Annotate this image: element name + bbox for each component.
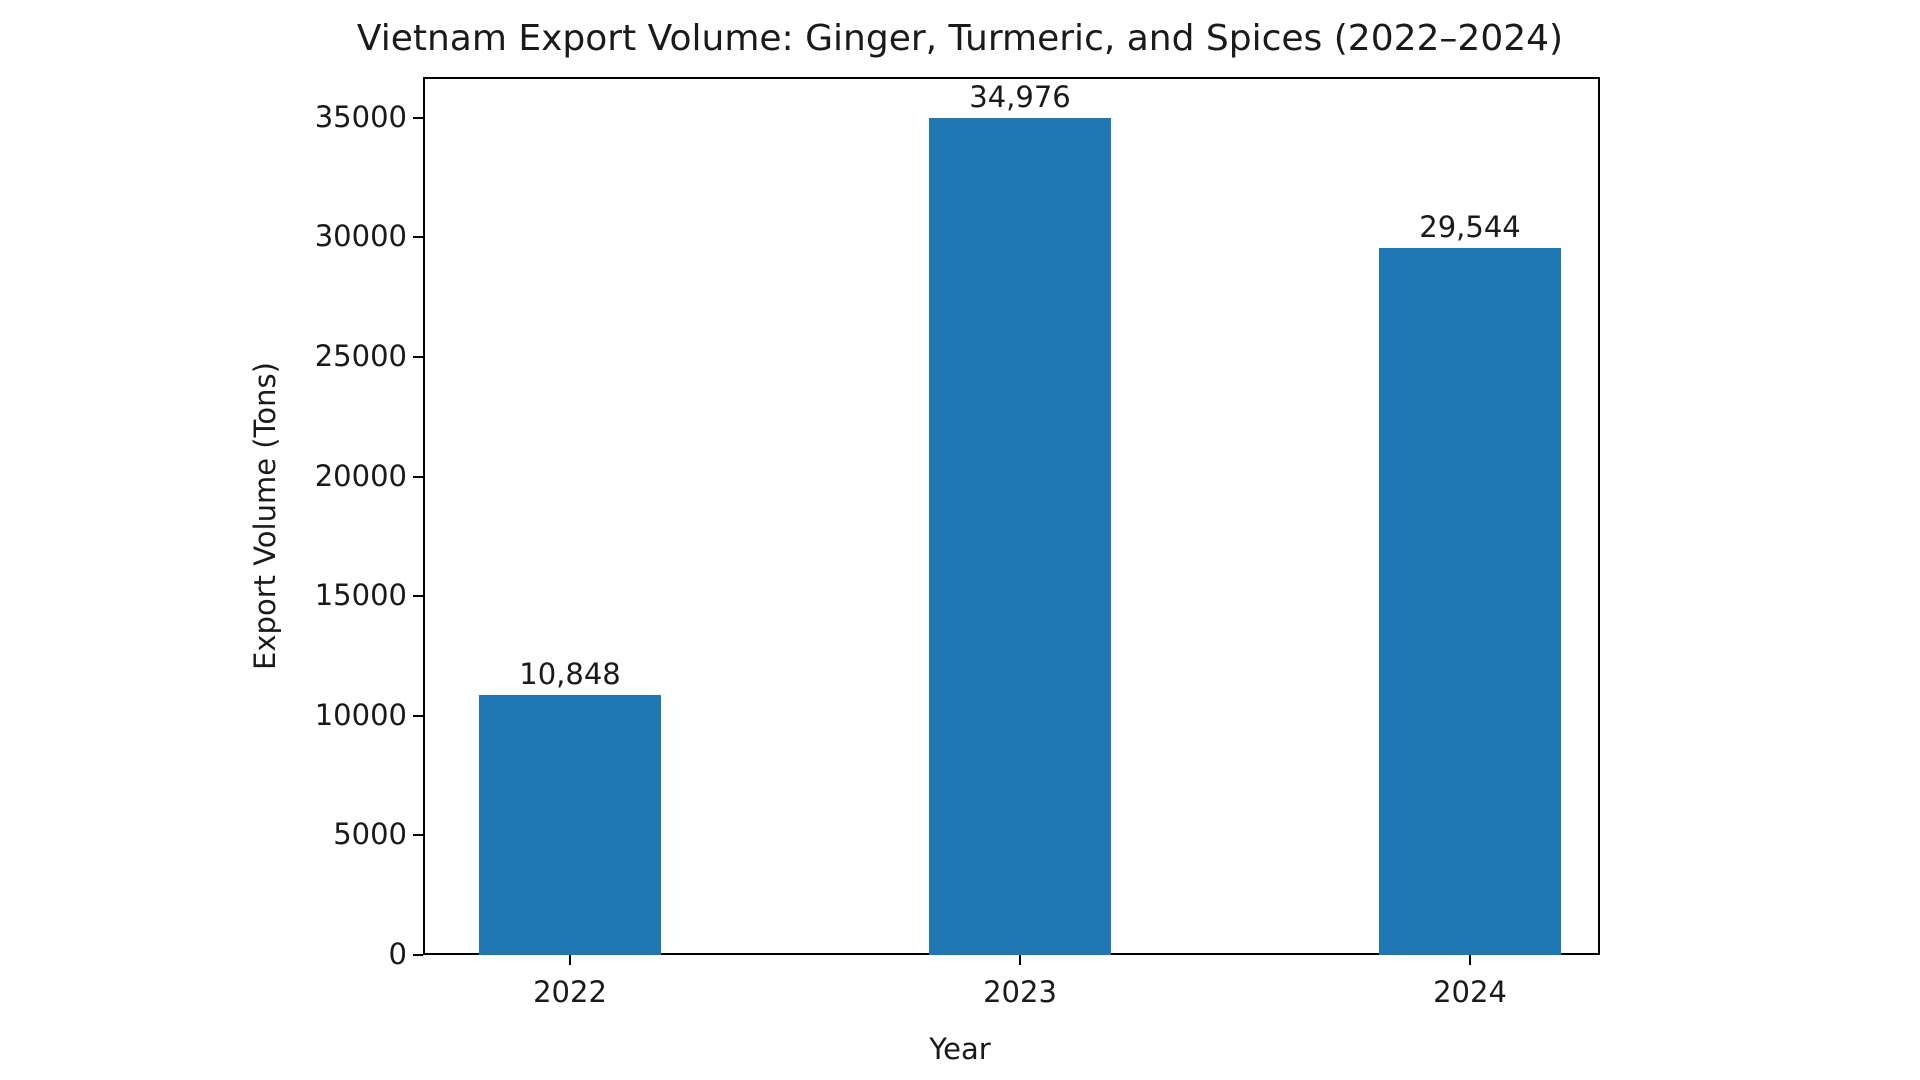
y-tick — [413, 595, 423, 598]
x-tick — [1469, 955, 1471, 965]
x-tick-label: 2023 — [983, 975, 1057, 1009]
x-tick-label: 2024 — [1433, 975, 1507, 1009]
y-tick — [413, 236, 423, 239]
y-tick — [413, 475, 423, 478]
bar-value-label: 10,848 — [519, 657, 621, 692]
y-tick — [413, 954, 423, 956]
x-tick — [569, 955, 571, 965]
y-tick-label: 10000 — [314, 697, 407, 732]
x-tick — [1019, 955, 1021, 965]
x-tick-label: 2022 — [533, 975, 607, 1009]
bar-2024 — [1379, 248, 1561, 955]
y-tick-label: 30000 — [314, 219, 407, 254]
y-tick — [413, 834, 423, 837]
y-axis-label: Export Volume (Tons) — [247, 362, 282, 670]
bar-value-label: 34,976 — [969, 80, 1071, 115]
y-tick-label: 35000 — [314, 99, 407, 134]
y-tick-label: 20000 — [314, 458, 407, 493]
y-tick — [413, 714, 423, 717]
plot-area — [423, 77, 1600, 955]
chart-title: Vietnam Export Volume: Ginger, Turmeric,… — [356, 18, 1564, 59]
y-tick — [413, 116, 423, 119]
bar-2023 — [929, 118, 1111, 955]
y-tick-label: 5000 — [333, 817, 407, 852]
bar-2022 — [479, 695, 661, 955]
y-tick-label: 25000 — [314, 338, 407, 373]
y-tick-label: 15000 — [314, 578, 407, 613]
bar-value-label: 29,544 — [1419, 210, 1521, 245]
y-tick-label: 0 — [388, 937, 407, 971]
y-tick — [413, 355, 423, 358]
x-axis-label: Year — [929, 1032, 991, 1066]
